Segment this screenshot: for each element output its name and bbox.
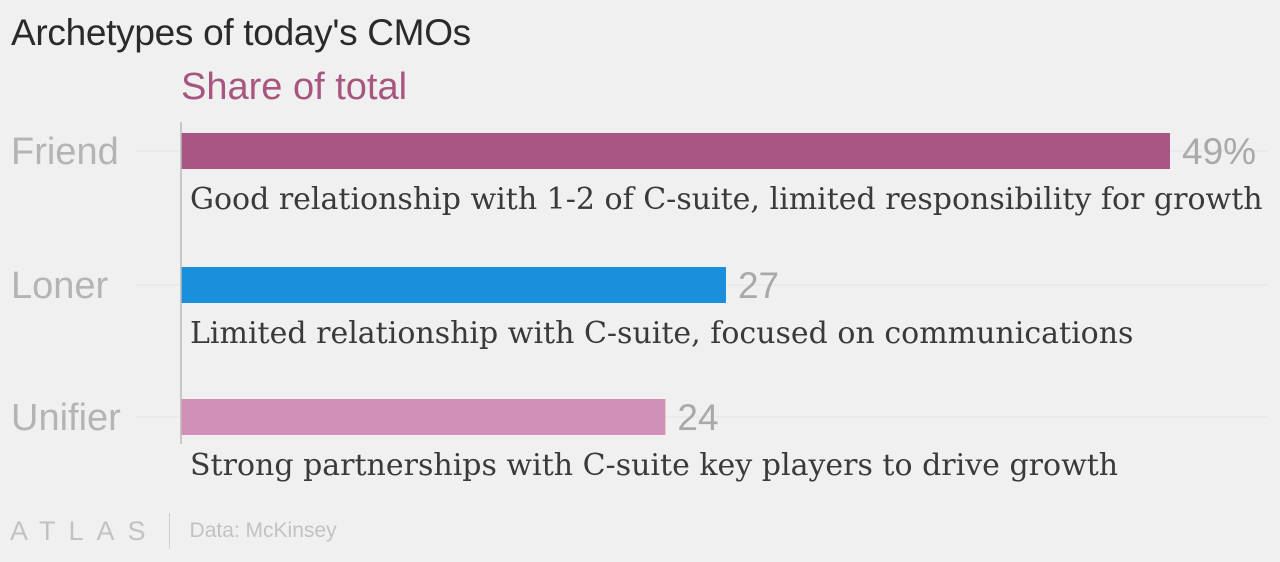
description-loner: Limited relationship with C-suite, focus…	[190, 316, 1133, 351]
footer-divider	[168, 513, 170, 549]
bar-friend	[181, 133, 1170, 169]
bar-chart: Friend 49% Good relationship with 1-2 of C…	[11, 122, 1268, 483]
chart-subtitle: Share of total	[181, 66, 408, 108]
value-label-loner: 27	[738, 265, 779, 306]
category-label-friend: Friend	[11, 131, 119, 173]
footer: ATLAS Data: McKinsey	[10, 510, 337, 552]
value-label-friend: 49%	[1182, 131, 1256, 172]
bar-unifier	[181, 399, 666, 435]
category-label-unifier: Unifier	[11, 397, 121, 439]
bar-loner	[181, 267, 726, 303]
category-label-loner: Loner	[11, 265, 109, 307]
description-unifier: Strong partnerships with C-suite key pla…	[190, 448, 1118, 483]
description-friend: Good relationship with 1-2 of C-suite, l…	[190, 182, 1263, 217]
chart-title: Archetypes of today's CMOs	[11, 12, 471, 53]
value-label-unifier: 24	[677, 397, 718, 438]
atlas-logo: ATLAS	[10, 515, 159, 546]
source-note: Data: McKinsey	[189, 519, 337, 542]
